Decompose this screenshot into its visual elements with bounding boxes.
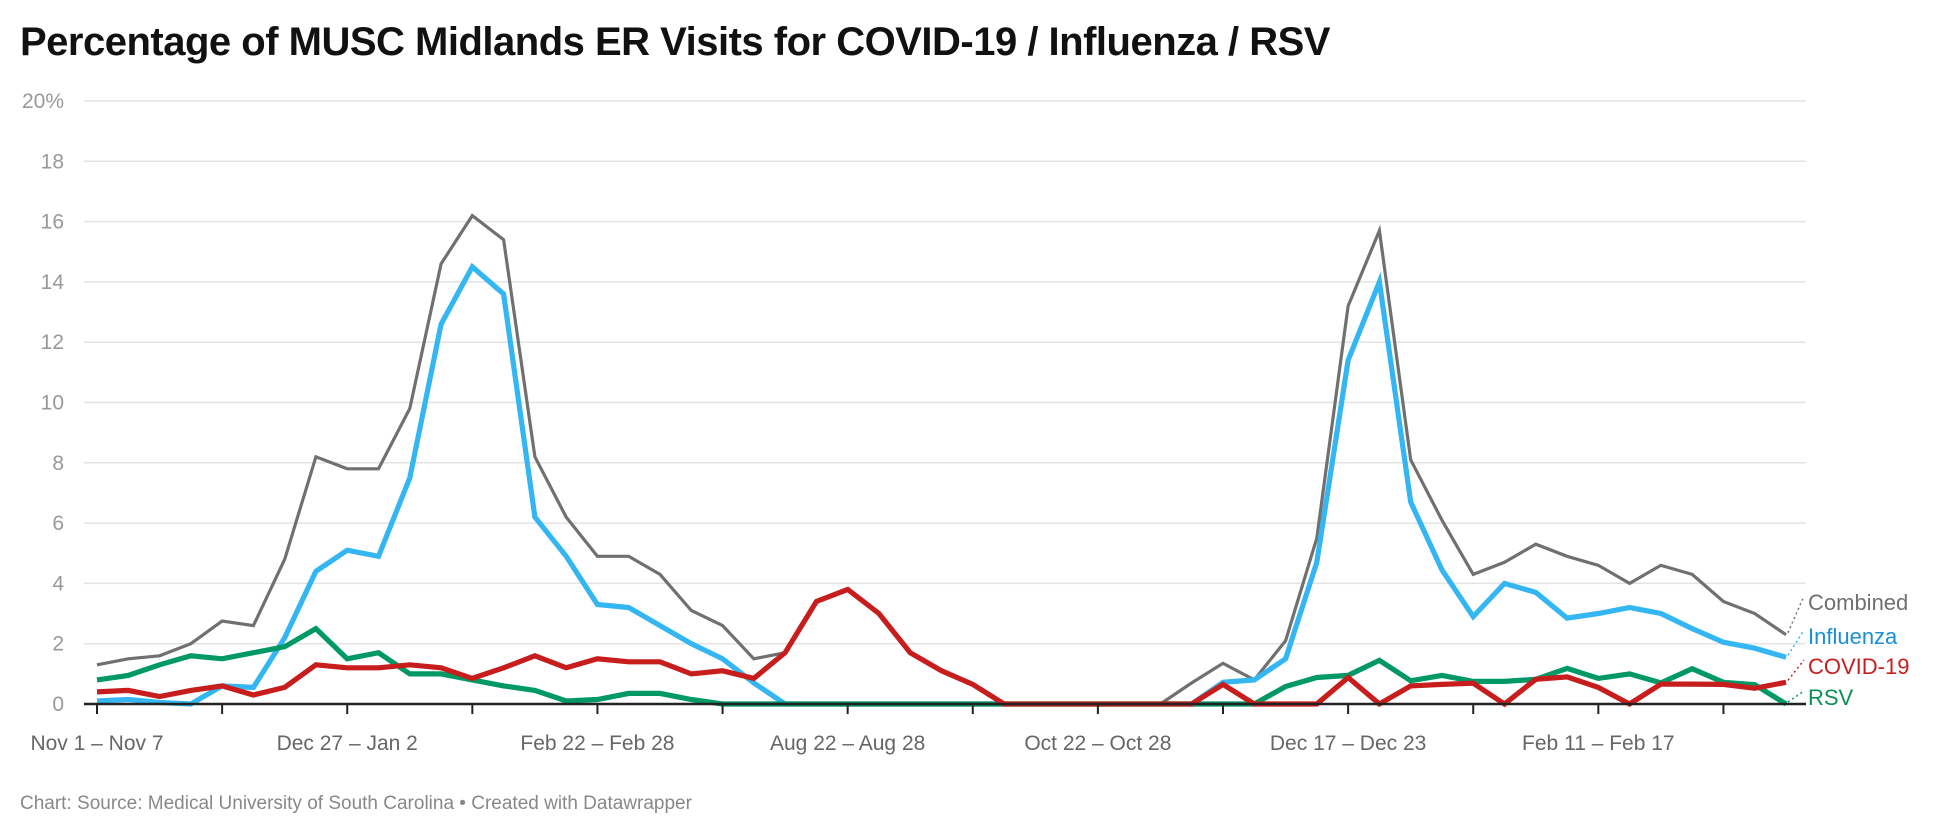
x-tick-label: Feb 11 – Feb 17 [1522, 732, 1675, 755]
y-tick-label: 0 [52, 693, 64, 716]
y-tick-label: 4 [52, 572, 64, 595]
legend-connector [1787, 595, 1805, 633]
x-tick-label: Nov 1 – Nov 7 [30, 732, 163, 755]
chart-title: Percentage of MUSC Midlands ER Visits fo… [20, 20, 1330, 64]
y-tick-label: 14 [41, 271, 65, 294]
y-tick-label: 12 [41, 331, 64, 354]
x-tick-label: Feb 22 – Feb 28 [520, 732, 674, 755]
legend-label-covid-19: COVID-19 [1808, 654, 1909, 679]
y-tick-label: 10 [41, 392, 64, 415]
legend-connector [1787, 629, 1805, 656]
y-tick-label: 18 [41, 150, 64, 173]
series-line-covid-19 [96, 586, 1787, 708]
x-tick-label: Dec 27 – Jan 2 [277, 732, 418, 755]
legend-label-influenza: Influenza [1808, 624, 1898, 649]
x-tick-label: Aug 22 – Aug 28 [770, 732, 925, 755]
chart-footer: Chart: Source: Medical University of Sou… [20, 793, 692, 814]
x-tick-label: Dec 17 – Dec 23 [1270, 732, 1426, 755]
y-tick-label: 2 [52, 633, 64, 656]
legend-label-rsv: RSV [1808, 685, 1854, 710]
y-tick-label: 8 [52, 452, 64, 475]
y-tick-label: 20% [22, 90, 64, 113]
series-line-combined [96, 213, 1787, 706]
series-line-influenza [96, 262, 1787, 707]
x-tick-label: Oct 22 – Oct 28 [1024, 732, 1171, 755]
legend-connector [1787, 659, 1805, 681]
y-tick-label: 16 [41, 211, 64, 234]
y-tick-label: 6 [52, 512, 64, 535]
legend-label-combined: Combined [1808, 590, 1908, 615]
legend-connector [1787, 690, 1805, 703]
